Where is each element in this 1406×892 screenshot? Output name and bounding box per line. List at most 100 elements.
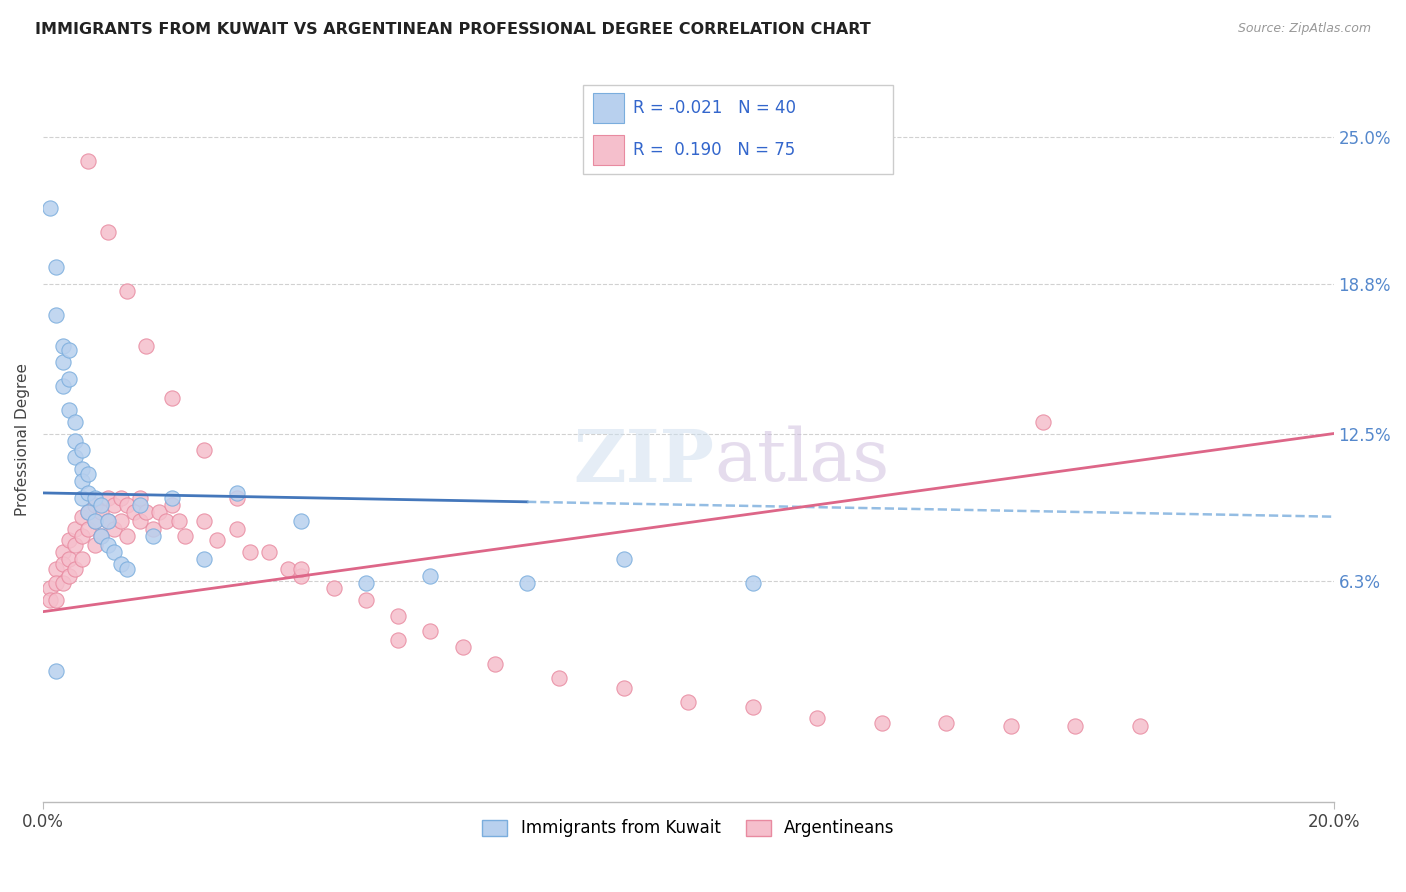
Point <box>160 498 183 512</box>
Point <box>58 552 80 566</box>
Point <box>58 372 80 386</box>
Point <box>419 569 441 583</box>
Point <box>129 498 152 512</box>
Point <box>90 498 112 512</box>
Point <box>1000 718 1022 732</box>
Point <box>277 562 299 576</box>
Text: R =  0.190   N = 75: R = 0.190 N = 75 <box>633 141 796 159</box>
Point <box>70 462 93 476</box>
Point <box>70 552 93 566</box>
Point <box>65 562 87 576</box>
Point <box>65 538 87 552</box>
Point <box>45 260 67 275</box>
Text: R = -0.021   N = 40: R = -0.021 N = 40 <box>633 99 796 117</box>
Point <box>90 529 112 543</box>
Point <box>387 609 409 624</box>
Text: ZIP: ZIP <box>574 425 714 497</box>
Point <box>58 402 80 417</box>
Point <box>148 505 170 519</box>
Point <box>83 498 105 512</box>
Point <box>70 509 93 524</box>
Point <box>51 339 73 353</box>
Point <box>83 538 105 552</box>
Point <box>77 486 100 500</box>
Point <box>70 529 93 543</box>
Point <box>103 522 125 536</box>
Point <box>51 379 73 393</box>
Point <box>451 640 474 655</box>
Point <box>207 533 229 548</box>
Point <box>613 552 636 566</box>
Point <box>110 515 132 529</box>
Point <box>51 557 73 571</box>
Point <box>122 505 145 519</box>
Point <box>77 505 100 519</box>
Point <box>97 491 120 505</box>
Point <box>290 515 312 529</box>
Point <box>90 505 112 519</box>
Point <box>257 545 280 559</box>
Point <box>135 505 157 519</box>
Point <box>129 491 152 505</box>
Text: atlas: atlas <box>714 426 890 497</box>
Point <box>613 681 636 695</box>
Point <box>58 533 80 548</box>
Text: IMMIGRANTS FROM KUWAIT VS ARGENTINEAN PROFESSIONAL DEGREE CORRELATION CHART: IMMIGRANTS FROM KUWAIT VS ARGENTINEAN PR… <box>35 22 870 37</box>
Point <box>38 581 60 595</box>
Point <box>160 491 183 505</box>
Point <box>77 153 100 168</box>
Point <box>225 486 247 500</box>
Point <box>167 515 190 529</box>
Text: Source: ZipAtlas.com: Source: ZipAtlas.com <box>1237 22 1371 36</box>
Point <box>65 450 87 465</box>
Point <box>484 657 506 671</box>
Point <box>115 498 138 512</box>
Point <box>38 592 60 607</box>
Point <box>225 491 247 505</box>
Point <box>387 633 409 648</box>
Point <box>741 699 763 714</box>
Point <box>58 569 80 583</box>
Point <box>419 624 441 638</box>
Point <box>741 576 763 591</box>
Point <box>1129 718 1152 732</box>
Point <box>174 529 197 543</box>
Point <box>103 545 125 559</box>
Y-axis label: Professional Degree: Professional Degree <box>15 363 30 516</box>
Point <box>129 515 152 529</box>
Point <box>160 391 183 405</box>
Point <box>83 491 105 505</box>
Point <box>142 522 165 536</box>
Point <box>870 716 893 731</box>
Point <box>45 664 67 678</box>
Bar <box>593 93 624 123</box>
Point <box>354 576 377 591</box>
Point <box>678 695 700 709</box>
Point <box>193 515 215 529</box>
Point <box>77 522 100 536</box>
Point <box>290 562 312 576</box>
Point <box>51 545 73 559</box>
Point <box>103 498 125 512</box>
Point <box>51 576 73 591</box>
Point <box>77 505 100 519</box>
Point <box>548 671 571 685</box>
Point <box>290 569 312 583</box>
Point <box>90 529 112 543</box>
Point <box>115 284 138 298</box>
FancyBboxPatch shape <box>583 85 893 174</box>
Point <box>115 562 138 576</box>
Point <box>70 491 93 505</box>
Point <box>58 343 80 358</box>
Bar <box>593 135 624 165</box>
Point <box>83 515 105 529</box>
Point <box>51 355 73 369</box>
Point <box>65 415 87 429</box>
Point <box>193 552 215 566</box>
Point <box>1064 718 1087 732</box>
Point <box>110 491 132 505</box>
Point <box>70 443 93 458</box>
Point <box>193 443 215 458</box>
Point <box>65 434 87 448</box>
Point <box>97 538 120 552</box>
